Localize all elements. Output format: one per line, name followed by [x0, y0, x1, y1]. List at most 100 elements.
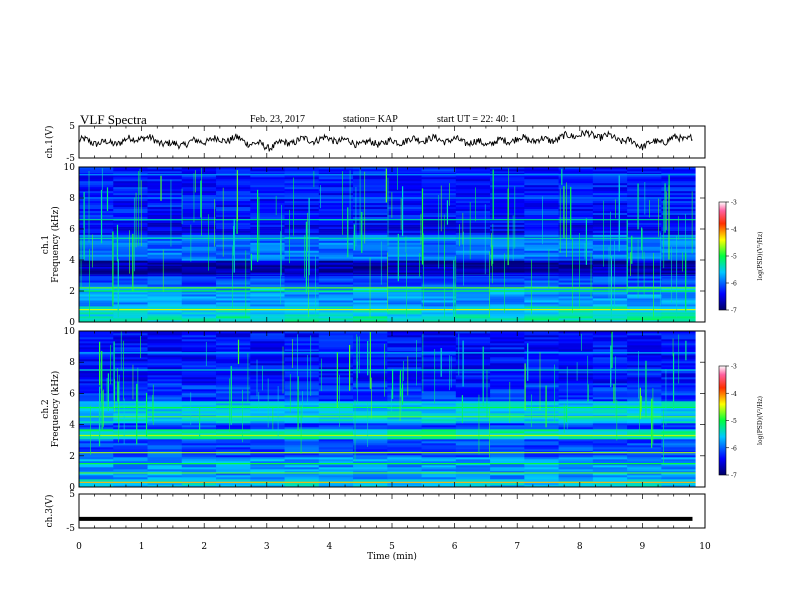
ch1-spectrogram-cell — [627, 316, 662, 319]
ch1-spectrogram-cell — [661, 310, 697, 313]
ch2-spectrogram-cell — [318, 449, 354, 452]
ch1-spectrogram-cell — [627, 264, 662, 267]
ch2-spectrogram-cell — [490, 363, 525, 366]
ch1-spectrogram-cell — [627, 230, 662, 233]
ch2-spectrogram-cell — [387, 391, 423, 394]
ch2-spectrogram-cell — [353, 483, 388, 486]
ch1-spectrogram-cell — [79, 202, 114, 206]
ch2-spectrogram-cell — [627, 405, 662, 408]
ch2-spectrogram-cell — [250, 421, 286, 424]
ch2-spectrogram-cell — [147, 381, 183, 384]
ch2-spectrogram-cell — [318, 375, 354, 378]
ch2-spectrogram-cell — [421, 419, 457, 422]
ch2-spectrogram-cell — [627, 435, 662, 438]
ch2-spectrogram-cell — [421, 427, 457, 430]
ch2-spectrogram-cell — [284, 433, 320, 436]
ch1-spectrogram-cell — [455, 310, 491, 313]
ch2-spectrogram-cell — [113, 355, 149, 358]
ch1-spectrogram-cell — [318, 180, 354, 184]
ch2-spectrogram-cell — [353, 419, 388, 422]
ch2-spectrogram-cell — [627, 419, 662, 422]
ch2-spectrogram-cell — [216, 485, 251, 488]
ch1-spectrogram-cell — [558, 220, 594, 223]
ch1-spectrogram-cell — [490, 208, 525, 212]
ch1-spectrogram-cell — [318, 236, 354, 239]
ch2-spectrogram-cell — [592, 419, 628, 422]
ch1-spectrogram-cell — [353, 204, 388, 208]
ch2-spectrogram-cell — [421, 409, 457, 412]
ch1-spectrogram-cell — [250, 208, 286, 212]
ch1-spectrogram-cell — [592, 250, 628, 253]
ch1-spectrogram-cell — [181, 264, 217, 267]
ch1-spectrogram-cell — [216, 278, 251, 281]
ch1-spectrogram-cell — [250, 220, 286, 223]
ch2-spectrogram-cell — [524, 457, 560, 460]
ch1-spectrogram-cell — [490, 292, 525, 295]
ch1-spectrogram-cell — [421, 180, 457, 184]
ch2-spectrogram-cell — [490, 339, 525, 342]
ch1-spectrogram-cell — [661, 272, 697, 275]
ch1-spectrogram-cell — [387, 210, 423, 214]
ch2-spectrogram-cell — [524, 483, 560, 486]
ch2-spectrogram-cell — [524, 431, 560, 434]
ch2-spectrogram-cell — [79, 357, 114, 360]
ch1-spectrogram-cell — [387, 264, 423, 267]
ch1-spectrogram-cell — [558, 244, 594, 247]
ch1-spectrogram-cell — [250, 312, 286, 315]
ch2-spectrogram-cell — [421, 441, 457, 444]
ch1-spectrogram-cell — [627, 178, 662, 182]
x-tick-label: 1 — [139, 542, 145, 552]
ch1-spectrogram-cell — [455, 167, 491, 170]
ch2-spectrogram-cell — [490, 419, 525, 422]
ch1-waveform-ylabel: ch.1(V) — [44, 126, 55, 159]
ch1-spectrogram-cell — [318, 292, 354, 295]
ch1-spectrogram-cell — [455, 282, 491, 285]
ch1-spectrogram-cell — [592, 260, 628, 263]
ch1-spectrogram-cell — [490, 306, 525, 309]
ch2-spectrogram-cell — [387, 373, 423, 376]
ch2-spectrogram-cell — [627, 473, 662, 476]
ch1-spectrogram-cell — [79, 266, 114, 269]
ch1-spectrogram-cell — [147, 248, 183, 251]
ch1-spectrogram-cell — [592, 230, 628, 233]
ch2-spectrogram-cell — [79, 381, 114, 384]
ch1-spectrogram-cell — [216, 210, 251, 214]
ch1-spectrogram-cell — [524, 276, 560, 279]
ch1-spectrogram-cell — [181, 260, 217, 263]
ch1-spectrogram-cell — [147, 258, 183, 261]
ch1-spectrogram-cell — [421, 292, 457, 295]
ch1-spectrogram-cell — [592, 316, 628, 319]
ch1-spectrogram-cell — [284, 304, 320, 307]
ch2-spectrogram-cell — [490, 401, 525, 404]
ch2-spectrogram-cell — [421, 469, 457, 472]
ch1-spectrogram-cell — [113, 212, 149, 215]
ch2-spectrogram-cell — [250, 397, 286, 400]
ch1-spectrogram-cell — [627, 304, 662, 307]
ch1-spectrogram-cell — [558, 292, 594, 295]
ch2-spectrogram-cell — [387, 331, 423, 334]
ch1-spectrogram-cell — [558, 192, 594, 196]
ch2-spectrogram-cell — [147, 387, 183, 390]
ch1-spectrogram-cell — [455, 172, 491, 176]
ch1-spectrogram-cell — [216, 222, 251, 225]
ch1-spectrogram-cell — [147, 178, 183, 182]
ch2-spectrogram-cell — [387, 467, 423, 470]
ch1-spectrogram-cell — [455, 244, 491, 247]
ch1-spectrogram-cell — [387, 236, 423, 239]
ch2-spectrogram-cell — [181, 393, 217, 396]
ch1-spectrogram-cell — [79, 204, 114, 208]
ch1-spectrogram-cell — [113, 318, 149, 321]
ch1-spectrogram-cell — [181, 206, 217, 210]
ch2-spectrogram-cell — [661, 449, 697, 452]
ch1-spectrogram-cell — [353, 246, 388, 249]
ch1-spectrogram-cell — [79, 190, 114, 194]
ch1-spectrogram-cell — [79, 236, 114, 239]
ch1-spectrogram-cell — [455, 266, 491, 269]
ch1-spectrogram-cell — [627, 254, 662, 257]
ch1-spectrogram-cell — [284, 312, 320, 315]
ch2-spectrogram-cell — [113, 365, 149, 368]
ch1-spectrogram-cell — [661, 314, 697, 317]
ch1-spectrogram-cell — [490, 180, 525, 184]
ch2-spectrogram-cell — [421, 379, 457, 382]
ch1-spectrogram-cell — [455, 208, 491, 212]
